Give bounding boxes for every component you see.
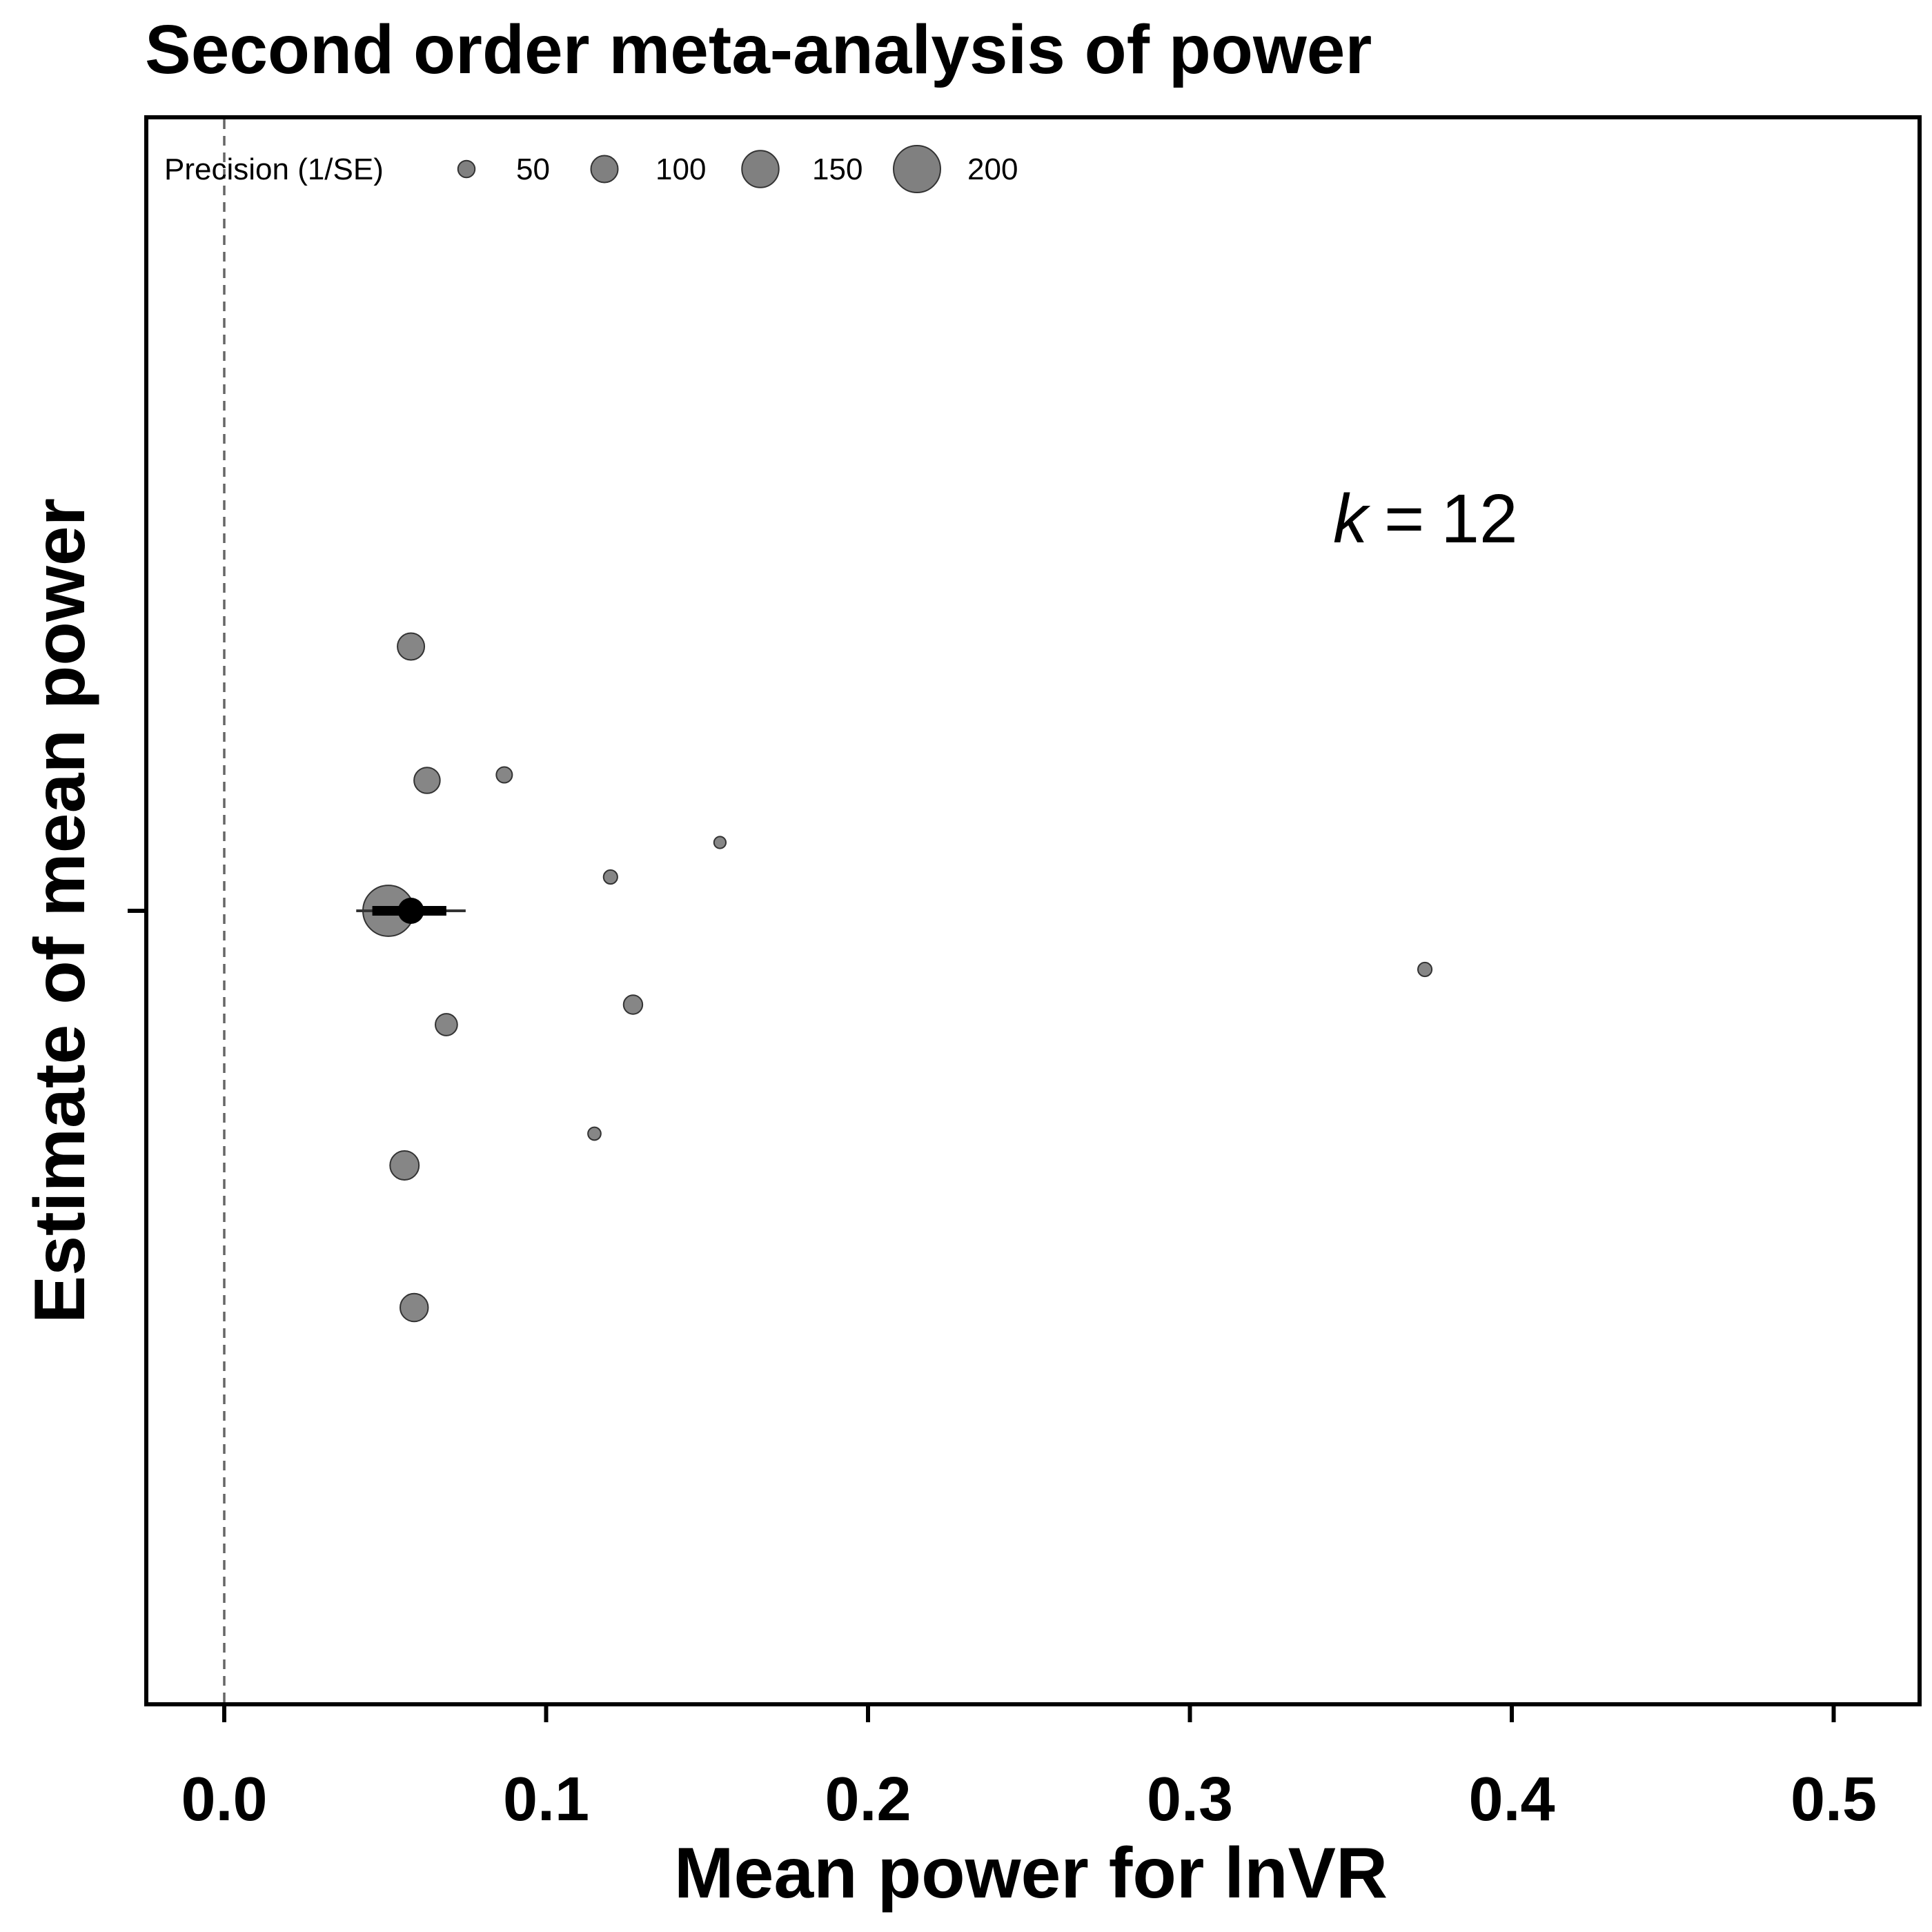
chart-title: Second order meta-analysis of power	[145, 11, 1372, 88]
x-tick-label: 0.2	[825, 1765, 911, 1834]
data-point	[622, 994, 644, 1015]
summary-estimate	[356, 898, 466, 924]
data-point	[602, 869, 618, 885]
data-point	[587, 1126, 602, 1141]
x-axis-title: Mean power for lnVR	[674, 1833, 1388, 1913]
k-equals: =	[1384, 480, 1424, 558]
k-symbol: k	[1333, 480, 1371, 558]
k-annotation: k = 12	[1333, 480, 1518, 558]
legend-label: 200	[967, 152, 1018, 186]
x-tick-label: 0.4	[1468, 1765, 1555, 1834]
data-point	[435, 1013, 458, 1036]
data-point	[397, 632, 426, 661]
legend-title: Precision (1/SE)	[164, 152, 384, 186]
legend-marker	[893, 145, 941, 193]
legend: Precision (1/SE) 50 100 150 200	[164, 145, 1018, 193]
legend-label: 100	[656, 152, 706, 186]
data-point	[713, 836, 727, 849]
x-tick-label: 0.0	[181, 1765, 267, 1834]
data-point	[400, 1292, 429, 1323]
legend-label: 50	[516, 152, 550, 186]
summary-point	[397, 898, 424, 924]
data-point	[389, 1150, 420, 1181]
legend-marker	[590, 155, 619, 184]
legend-label: 150	[812, 152, 862, 186]
data-point	[1417, 961, 1433, 978]
x-axis: 0.0 0.1 0.2 0.3 0.4 0.5	[181, 1704, 1877, 1834]
x-tick-label: 0.3	[1147, 1765, 1233, 1834]
legend-marker	[457, 159, 476, 179]
x-tick-label: 0.1	[503, 1765, 589, 1834]
k-value: 12	[1441, 480, 1517, 558]
data-point	[495, 766, 513, 784]
data-point	[413, 767, 441, 794]
x-tick-label: 0.5	[1791, 1765, 1877, 1834]
y-axis-title: Estimate of mean power	[20, 498, 100, 1323]
legend-marker	[741, 150, 780, 188]
